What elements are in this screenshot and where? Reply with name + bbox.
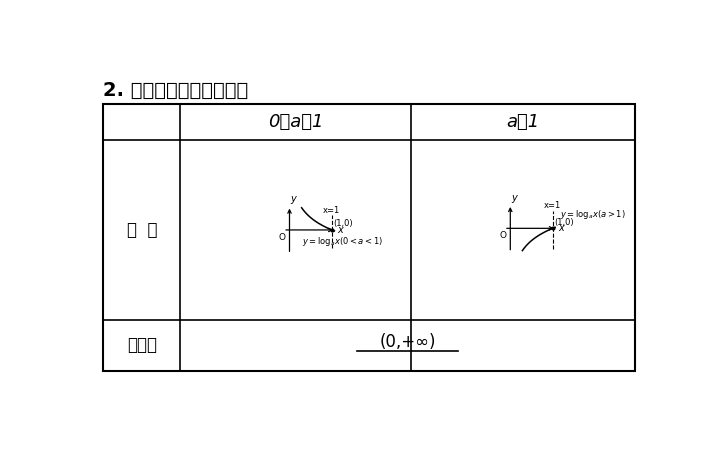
Text: x: x bbox=[559, 223, 564, 234]
Text: a〉1: a〉1 bbox=[506, 113, 539, 131]
Text: 0〈a〈1: 0〈a〈1 bbox=[268, 113, 323, 131]
Text: y: y bbox=[290, 194, 296, 204]
Text: (1,0): (1,0) bbox=[333, 220, 353, 229]
Text: (1,0): (1,0) bbox=[554, 218, 574, 227]
Text: 定义域: 定义域 bbox=[127, 337, 157, 355]
Text: O: O bbox=[279, 233, 286, 242]
Text: 图  像: 图 像 bbox=[127, 221, 157, 239]
Text: x=1: x=1 bbox=[323, 206, 341, 215]
Text: O: O bbox=[500, 231, 506, 240]
Text: (0,+∞): (0,+∞) bbox=[379, 333, 436, 351]
Text: y: y bbox=[511, 193, 517, 202]
Text: $y{=}\log_a\!x(a{>}1)$: $y{=}\log_a\!x(a{>}1)$ bbox=[560, 208, 626, 221]
Bar bbox=[104, 104, 634, 371]
Text: x: x bbox=[338, 225, 343, 235]
Text: x=1: x=1 bbox=[544, 201, 562, 210]
Text: 2. 对数函数的性质与图像: 2. 对数函数的性质与图像 bbox=[104, 81, 248, 100]
Text: $y{=}\log_a\!x(0{<}a{<}1)$: $y{=}\log_a\!x(0{<}a{<}1)$ bbox=[302, 235, 384, 248]
